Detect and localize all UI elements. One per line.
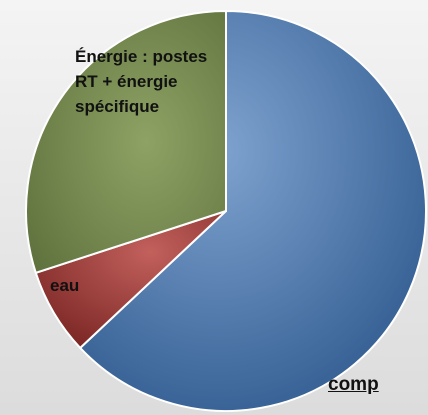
pie-slice — [25, 9, 227, 275]
slice-label: comp — [328, 374, 379, 395]
pie-slice — [78, 9, 427, 412]
slice-label: Énergie : postes RT + énergie spécifique — [75, 47, 208, 116]
slice-label: eau — [50, 276, 80, 295]
